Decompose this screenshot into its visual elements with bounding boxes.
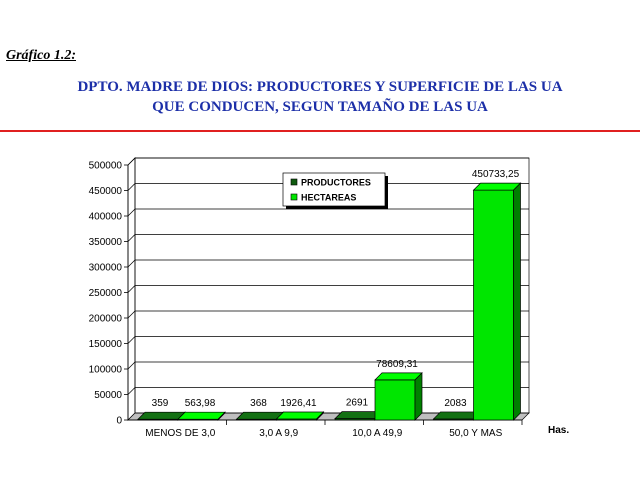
- y-tick-label: 50000: [94, 390, 122, 401]
- chart-title-line-1: DPTO. MADRE DE DIOS: PRODUCTORES Y SUPER…: [77, 79, 563, 95]
- x-tick-label: 3,0 A 9,9: [259, 428, 298, 439]
- gridline: [127, 259, 529, 268]
- x-tick-label: 10,0 A 49,9: [352, 428, 402, 439]
- chart-title-line-2: QUE CONDUCEN, SEGUN TAMAÑO DE LAS UA: [152, 99, 488, 115]
- y-tick-label: 0: [116, 416, 122, 427]
- legend-box: [282, 172, 386, 207]
- bar-top-hectareas: [177, 411, 226, 420]
- gridline: [127, 387, 529, 395]
- y-tick-label: 200000: [89, 314, 123, 325]
- y-tick-label: 250000: [89, 288, 123, 299]
- legend-swatch-hectareas: [290, 193, 298, 201]
- y-tick-label: 100000: [89, 365, 123, 376]
- data-label-productores: 368: [250, 398, 267, 409]
- bar-side-hectareas: [217, 411, 226, 421]
- y-tick-label: 300000: [89, 263, 123, 274]
- bar-top-hectareas: [275, 411, 325, 420]
- bar-side-hectareas: [316, 411, 324, 421]
- gridline: [127, 208, 529, 217]
- bar-hectareas: [374, 379, 416, 421]
- x-tick-label: MENOS DE 3,0: [145, 428, 215, 439]
- y-tick-label: 500000: [89, 161, 123, 172]
- bar-side-hectareas: [513, 182, 521, 421]
- gridlines: [127, 157, 530, 421]
- gridline: [127, 234, 529, 242]
- title-divider: [0, 130, 640, 132]
- bar-top-productores: [235, 411, 285, 420]
- gridline: [127, 183, 529, 191]
- data-label-productores: 2691: [346, 398, 369, 409]
- data-label-hectareas: 563,98: [185, 398, 216, 409]
- y-tick-label: 450000: [89, 186, 123, 197]
- bar-top-hectareas: [472, 182, 522, 191]
- x-tick-label: 50,0 Y MAS: [449, 428, 502, 439]
- gridline: [127, 336, 529, 344]
- gridline: [127, 157, 529, 166]
- data-label-hectareas: 78609,31: [376, 359, 418, 370]
- data-label-productores: 2083: [444, 398, 467, 409]
- data-labels: 359 563,98 368 1926,41 2691 78609,31 2083 45073…: [152, 169, 520, 409]
- legend-swatch-productores: [290, 178, 298, 186]
- y-tick-label: 400000: [89, 212, 123, 223]
- gridline: [127, 285, 529, 293]
- y-tick-label: 150000: [89, 339, 123, 350]
- data-label-productores: 359: [152, 398, 169, 409]
- x-axis-title: Has.: [548, 425, 569, 436]
- data-label-hectareas: 1926,41: [280, 398, 317, 409]
- legend: PRODUCTORES HECTAREAS: [282, 172, 388, 209]
- figure-label: Gráfico 1.2:: [6, 48, 76, 63]
- bar-top-productores: [137, 411, 186, 420]
- y-tick-label: 350000: [89, 237, 123, 248]
- bar-top-hectareas: [374, 372, 423, 381]
- data-label-hectareas: 450733,25: [472, 169, 520, 180]
- legend-label-hectareas: HECTAREAS: [301, 193, 356, 203]
- bars: [137, 182, 522, 421]
- bar-hectareas: [473, 189, 514, 421]
- legend-label-productores: PRODUCTORES: [301, 178, 371, 188]
- bar-side-hectareas: [414, 372, 423, 421]
- gridline: [127, 361, 529, 370]
- gridline: [127, 310, 529, 319]
